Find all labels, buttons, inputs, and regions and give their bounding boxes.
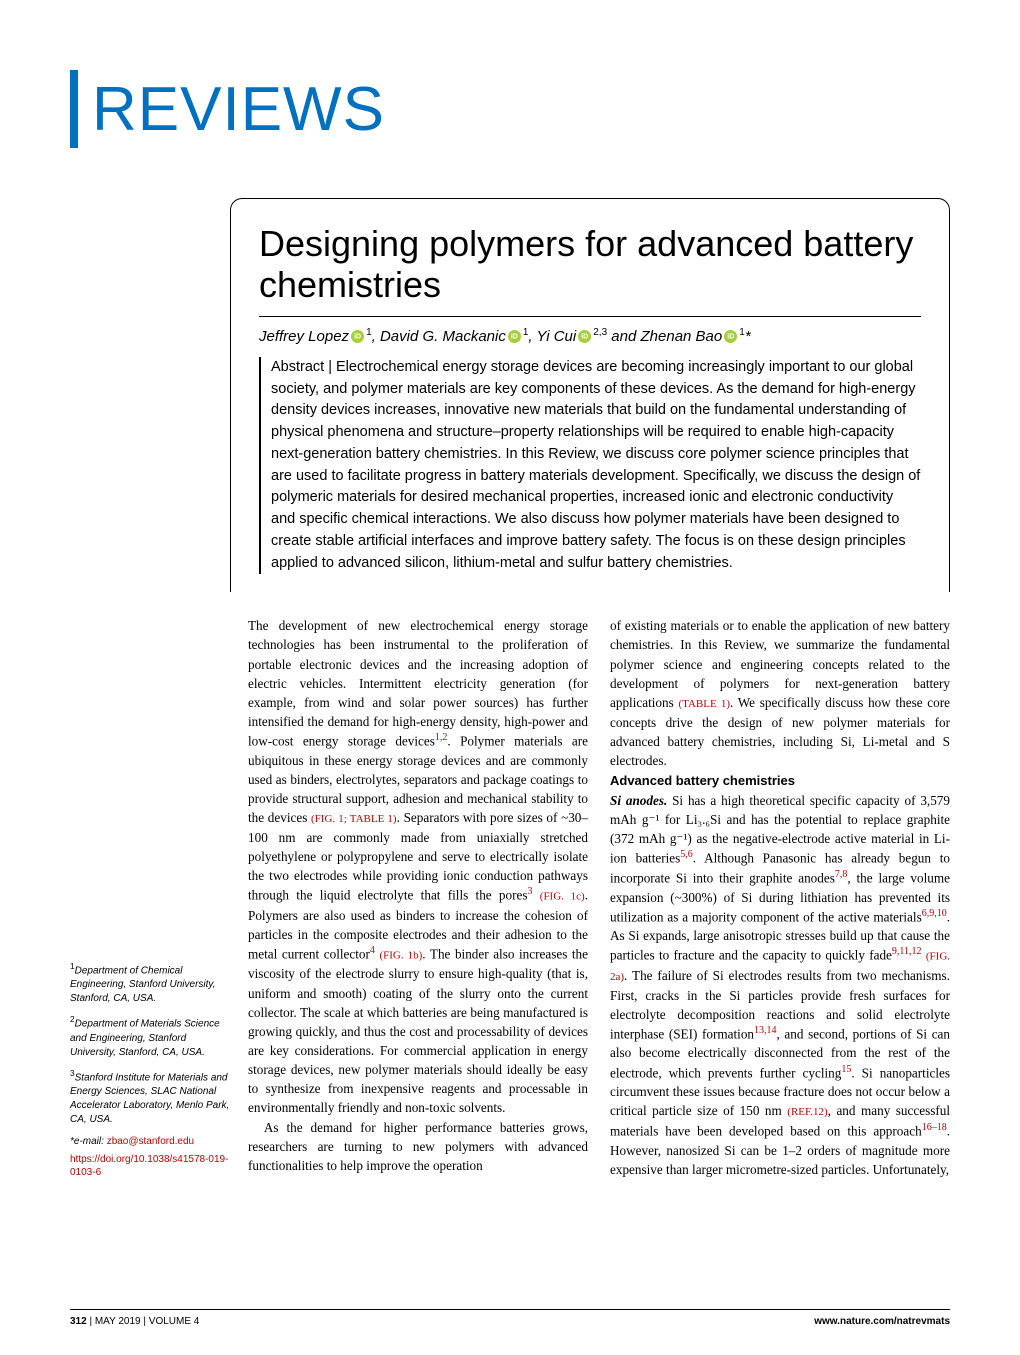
citation-link[interactable]: 6,9,10 — [922, 908, 947, 919]
paragraph: of existing materials or to enable the a… — [610, 616, 950, 770]
title-rule — [259, 316, 921, 317]
paragraph: As the demand for higher performance bat… — [248, 1118, 588, 1175]
affil-sup: 1 — [523, 327, 529, 338]
body-text: The development of new electrochemical e… — [248, 618, 588, 748]
abstract-label: Abstract | — [271, 359, 332, 375]
affiliation: 1Department of Chemical Engineering, Sta… — [70, 961, 230, 1006]
figure-link[interactable]: (REF.12) — [787, 1106, 827, 1118]
affiliation: 2Department of Materials Science and Eng… — [70, 1014, 230, 1059]
body-text: . The binder also increases the viscosit… — [248, 946, 588, 1115]
citation-link[interactable]: 16–18 — [922, 1122, 947, 1133]
citation-link[interactable]: 5,6 — [680, 849, 693, 860]
author: Yi Cui — [536, 328, 576, 345]
corr-label: *e-mail: — [70, 1136, 104, 1147]
abstract-block: Abstract | Electrochemical energy storag… — [259, 357, 921, 575]
author: Jeffrey Lopez — [259, 328, 349, 345]
doi-link[interactable]: https://doi.org/10.1038/s41578-019-0103-… — [70, 1153, 230, 1179]
section-label: REVIEWS — [92, 74, 385, 145]
page-footer: 312 | MAY 2019 | VOLUME 4 www.nature.com… — [70, 1309, 950, 1327]
citation-link[interactable]: 4 — [370, 945, 375, 956]
body-columns: The development of new electrochemical e… — [248, 616, 950, 1179]
author-list: Jeffrey Lopez1, David G. Mackanic1, Yi C… — [259, 327, 921, 345]
corr-email-line: *e-mail: zbao@stanford.edu — [70, 1135, 230, 1149]
figure-link[interactable]: (FIG. 1; TABLE 1) — [311, 813, 397, 825]
affiliation: 3Stanford Institute for Materials and En… — [70, 1068, 230, 1127]
affil-sup: 2,3 — [593, 327, 607, 338]
figure-link[interactable]: (FIG. 1b) — [379, 949, 422, 961]
article-title: Designing polymers for advanced battery … — [259, 223, 921, 306]
figure-link[interactable]: (FIG. 1c) — [540, 891, 585, 903]
footer-left: 312 | MAY 2019 | VOLUME 4 — [70, 1316, 199, 1327]
affil-text: Department of Chemical Engineering, Stan… — [70, 965, 215, 1004]
affil-sup: 1 — [366, 327, 372, 338]
affil-sup: 1 — [739, 327, 745, 338]
citation-link[interactable]: 9,11,12 — [892, 946, 922, 957]
figure-link[interactable]: (TABLE 1) — [678, 698, 730, 710]
abstract-body: Electrochemical energy storage devices a… — [271, 359, 920, 571]
author: Zhenan Bao — [641, 328, 723, 345]
affiliations-sidebar: 1Department of Chemical Engineering, Sta… — [70, 616, 230, 1179]
volume: VOLUME 4 — [149, 1316, 200, 1327]
accent-bar — [70, 70, 78, 148]
affil-text: Stanford Institute for Materials and Ene… — [70, 1072, 229, 1125]
author: David G. Mackanic — [380, 328, 506, 345]
citation-link[interactable]: 7,8 — [835, 869, 848, 880]
abstract-bar — [259, 357, 261, 575]
citation-link[interactable]: 1,2 — [435, 732, 448, 743]
issue-date: MAY 2019 — [95, 1316, 141, 1327]
paragraph: Si anodes. Si has a high theoretical spe… — [610, 791, 950, 1179]
column-left: The development of new electrochemical e… — [248, 616, 588, 1179]
abstract-text: Abstract | Electrochemical energy storag… — [271, 357, 921, 575]
orcid-icon[interactable] — [351, 330, 364, 343]
body-area: 1Department of Chemical Engineering, Sta… — [70, 616, 950, 1179]
run-in-heading: Si anodes. — [610, 793, 667, 808]
orcid-icon[interactable] — [578, 330, 591, 343]
page-number: 312 — [70, 1316, 87, 1327]
citation-link[interactable]: 3 — [528, 886, 533, 897]
body-text: As the demand for higher performance bat… — [248, 1120, 588, 1173]
footer-url[interactable]: www.nature.com/natrevmats — [814, 1316, 950, 1327]
affil-text: Department of Materials Science and Engi… — [70, 1019, 220, 1058]
citation-link[interactable]: 13,14 — [754, 1025, 777, 1036]
section-heading: Advanced battery chemistries — [610, 772, 950, 791]
orcid-icon[interactable] — [724, 330, 737, 343]
section-header: REVIEWS — [70, 70, 950, 148]
email-link[interactable]: zbao@stanford.edu — [107, 1136, 194, 1147]
page: REVIEWS Designing polymers for advanced … — [0, 0, 1020, 1355]
column-right: of existing materials or to enable the a… — [610, 616, 950, 1179]
orcid-icon[interactable] — [508, 330, 521, 343]
citation-link[interactable]: 15 — [841, 1064, 851, 1075]
paragraph: The development of new electrochemical e… — [248, 616, 588, 1117]
title-box: Designing polymers for advanced battery … — [230, 198, 950, 592]
